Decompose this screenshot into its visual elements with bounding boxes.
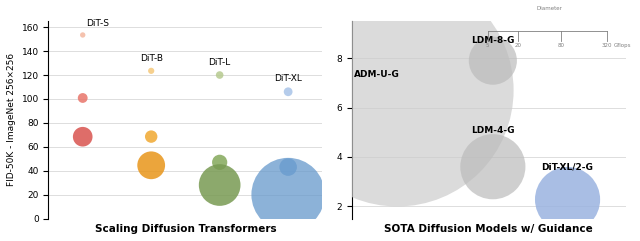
Point [488,165,498,169]
Point [283,193,293,196]
Point [146,163,156,167]
Text: DiT-B: DiT-B [140,54,163,63]
X-axis label: Scaling Diffusion Transformers: Scaling Diffusion Transformers [95,224,276,234]
Text: DiT-L: DiT-L [209,58,231,67]
X-axis label: SOTA Diffusion Models w/ Guidance: SOTA Diffusion Models w/ Guidance [385,224,593,234]
Point [488,59,498,63]
Point [214,160,225,164]
Y-axis label: FID-50K - ImageNet 256×256: FID-50K - ImageNet 256×256 [7,53,16,187]
Point [563,198,573,201]
Text: DiT-XL/2-G: DiT-XL/2-G [541,162,593,171]
Point [283,90,293,94]
Text: LDM-8-G: LDM-8-G [471,36,515,45]
Text: DiT-S: DiT-S [86,19,109,28]
Point [283,165,293,169]
Point [146,135,156,139]
Text: LDM-4-G: LDM-4-G [471,126,515,135]
Point [214,183,225,187]
Point [77,135,88,139]
Point [392,88,403,92]
Point [214,73,225,77]
Point [77,33,88,37]
Text: ADM-U-G: ADM-U-G [354,70,400,79]
Point [77,96,88,100]
Point [146,69,156,73]
Text: DiT-XL: DiT-XL [274,74,302,83]
